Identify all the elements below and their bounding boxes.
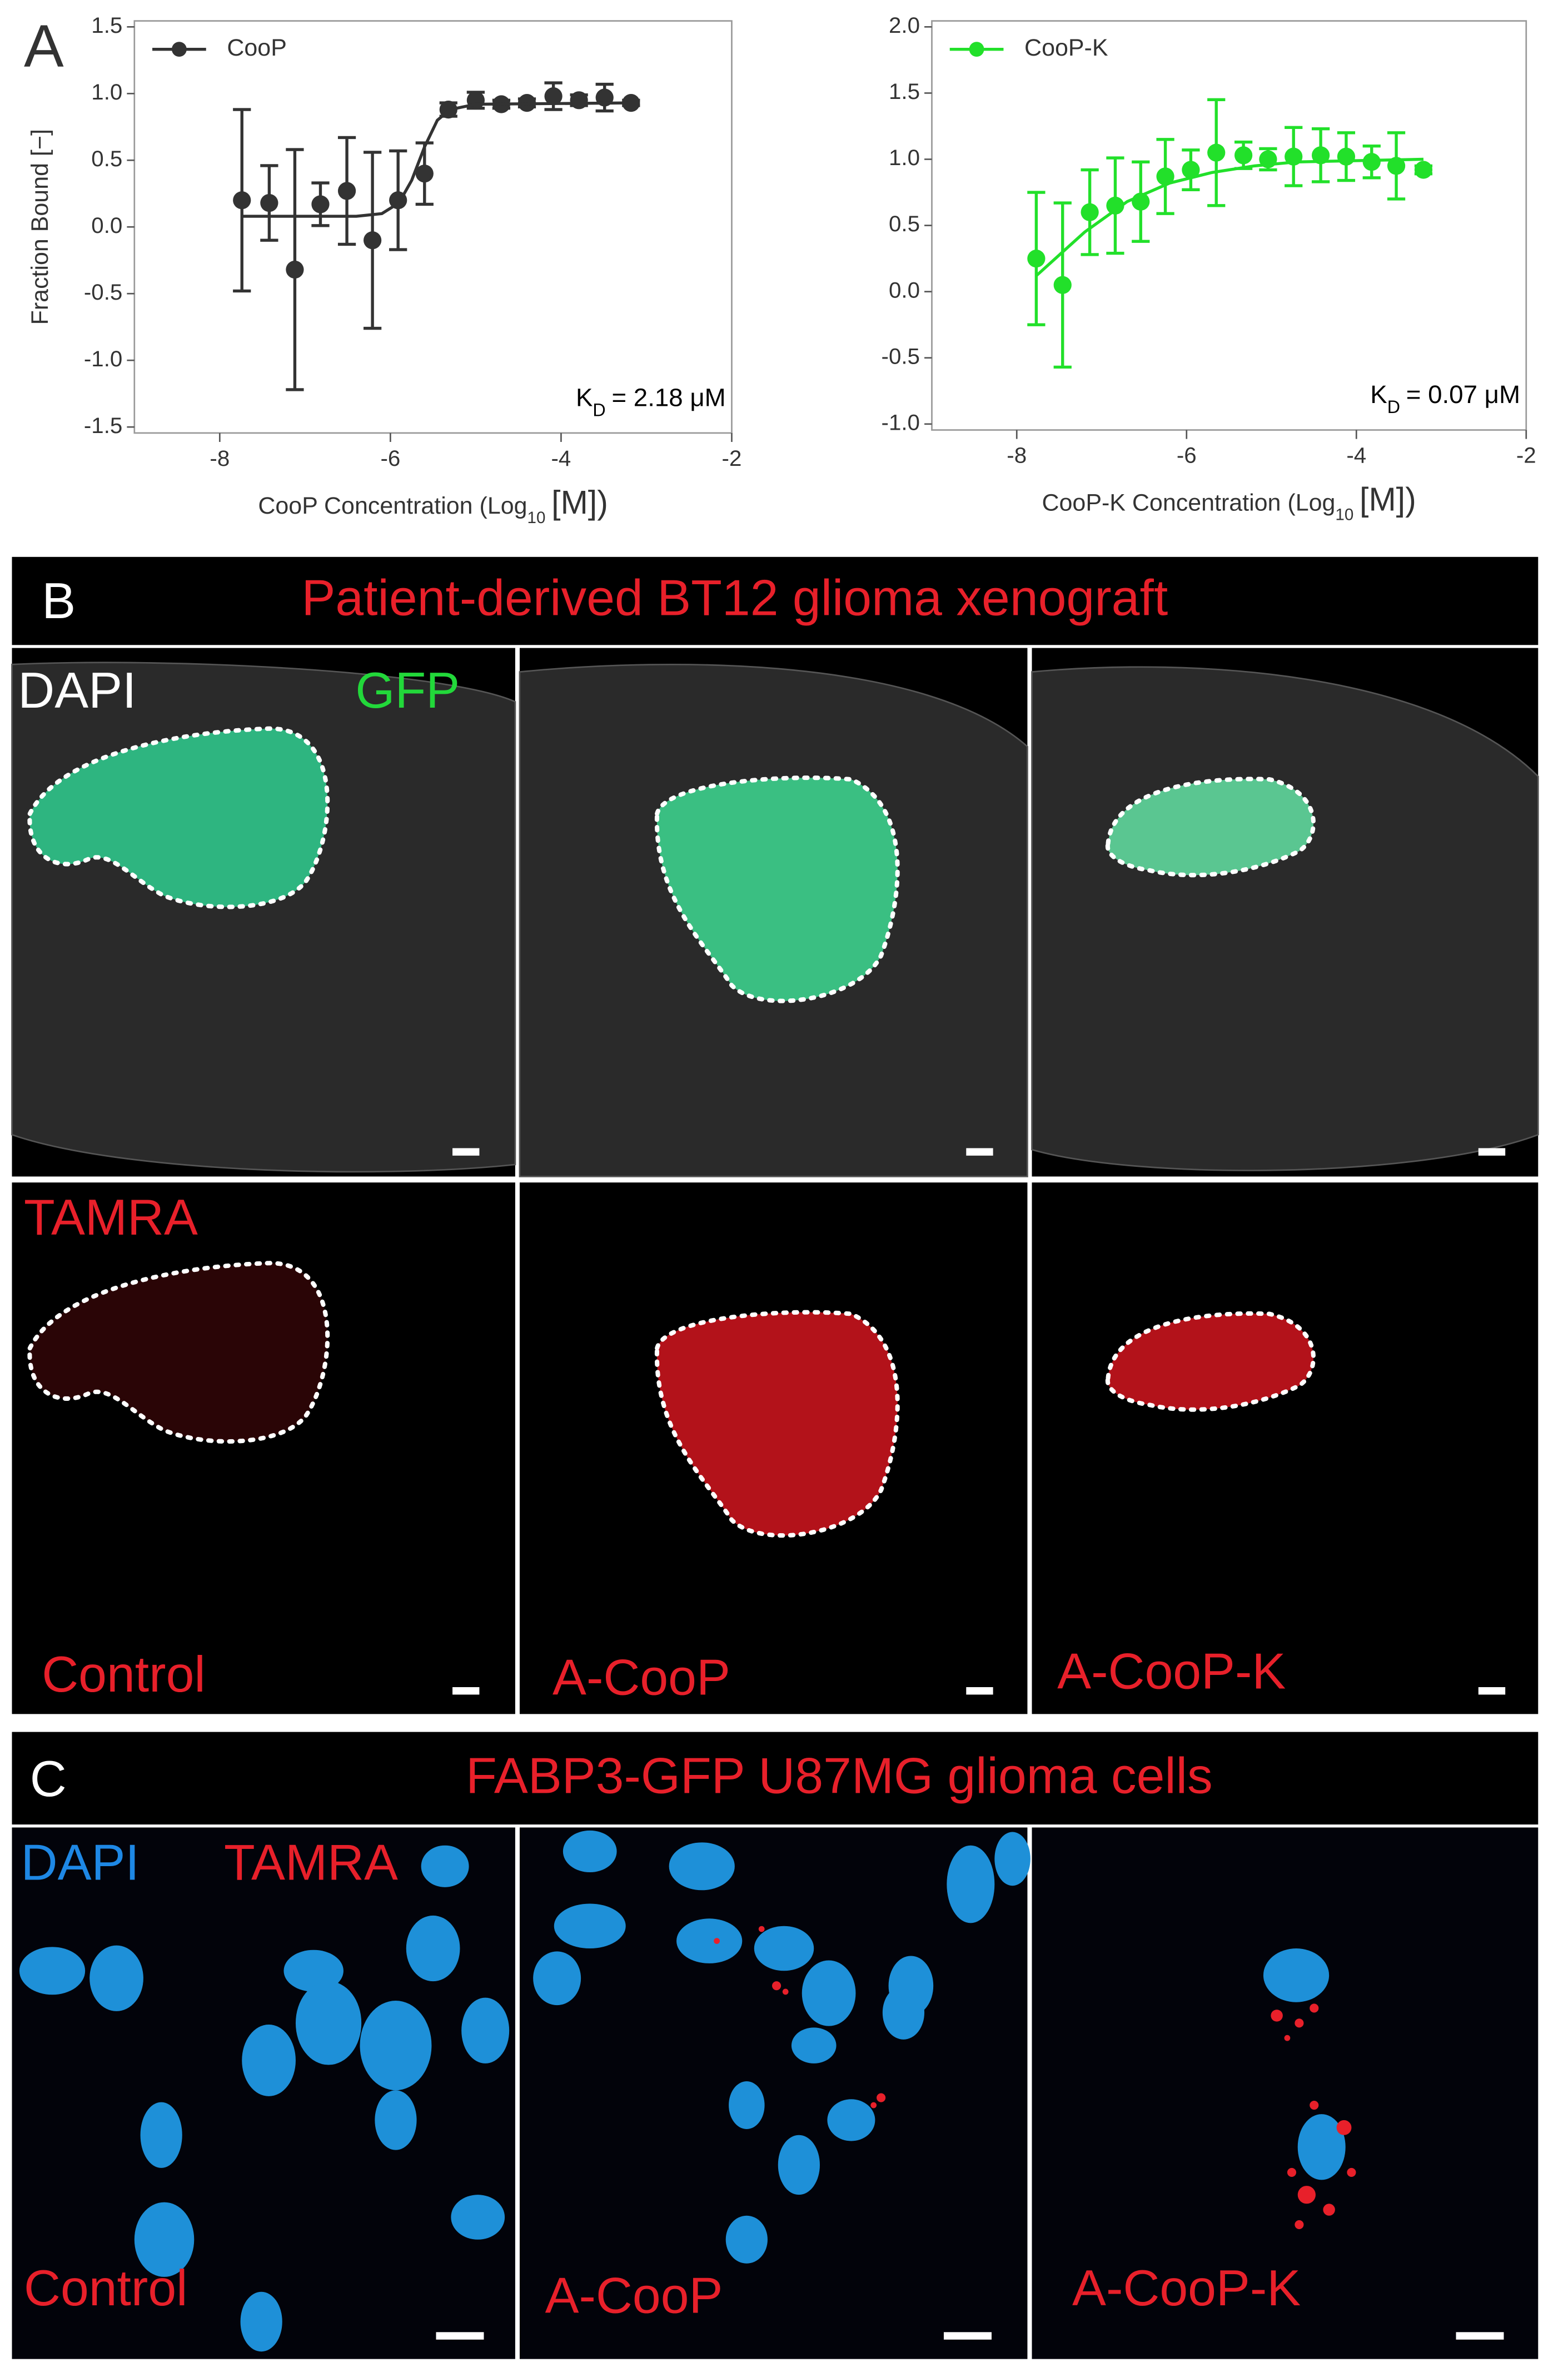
y-tick-label: -1.0 — [84, 346, 122, 371]
panel-label: B — [42, 573, 76, 629]
data-point — [1027, 249, 1046, 268]
y-tick-label: -0.5 — [882, 344, 920, 369]
fit-line — [242, 101, 631, 218]
data-point — [1207, 143, 1226, 162]
kd-subscript: D — [1387, 397, 1400, 417]
kd-subscript: D — [593, 400, 605, 420]
x-label-unit: [M]) — [551, 484, 608, 521]
panel-label: A — [24, 13, 64, 79]
x-tick-label: -8 — [1007, 443, 1027, 468]
y-tick-label: 0.5 — [889, 211, 920, 236]
x-tick-label: -2 — [1516, 443, 1536, 468]
data-point — [1106, 196, 1124, 215]
data-point — [622, 93, 640, 112]
kd-symbol: K — [1370, 380, 1387, 409]
panel-label: C — [30, 1751, 67, 1807]
data-point — [1337, 147, 1356, 166]
data-point — [1311, 146, 1330, 165]
legend-label: CooP-K — [1024, 34, 1108, 61]
kd-text: = 2.18 μM — [611, 384, 725, 412]
stain-label: GFP — [355, 662, 460, 719]
x-label-unit: [M]) — [1360, 481, 1416, 518]
x-tick-label: -8 — [210, 446, 230, 471]
y-tick-label: -1.5 — [84, 413, 122, 438]
stain-label: TAMRA — [224, 1834, 398, 1891]
x-label-subscript: 10 — [527, 508, 546, 526]
y-tick-label: -1.0 — [882, 410, 920, 435]
condition-label: A-CooP — [552, 1649, 730, 1705]
condition-label: A-CooP-K — [1072, 2260, 1301, 2316]
fit-line — [1035, 157, 1423, 277]
stain-label: DAPI — [21, 1834, 140, 1891]
y-tick-label: 0.0 — [91, 213, 122, 238]
brain-images — [11, 648, 1539, 1714]
y-tick-label: 1.0 — [91, 79, 122, 105]
data-point — [1053, 276, 1072, 294]
kd-symbol: K — [576, 384, 593, 412]
data-point — [286, 260, 304, 279]
y-tick-label: -0.5 — [84, 280, 122, 305]
kd-annotation: KD = 2.18 μM — [576, 384, 726, 420]
data-point — [1182, 161, 1200, 179]
y-tick-label: 0.0 — [889, 277, 920, 302]
kd-text: = 0.07 μM — [1406, 380, 1520, 409]
data-point — [364, 231, 382, 250]
condition-label: A-CooP — [545, 2267, 723, 2324]
cell-images — [12, 1827, 1539, 2359]
x-tick-label: -2 — [722, 446, 742, 471]
y-tick-label: 2.0 — [889, 13, 920, 38]
data-point — [311, 195, 330, 213]
kd-annotation: KD = 0.07 μM — [1370, 380, 1520, 417]
x-label-text: CooP-K Concentration (Log — [1042, 490, 1335, 516]
data-point — [1156, 167, 1174, 186]
x-tick-label: -4 — [551, 446, 571, 471]
data-point — [415, 165, 434, 183]
data-point — [233, 191, 251, 210]
x-label-text: CooP Concentration (Log — [258, 493, 527, 519]
panel-title: FABP3-GFP U87MG glioma cells — [466, 1748, 1213, 1804]
panel-header — [12, 1732, 1539, 1825]
data-point — [1234, 146, 1253, 165]
data-point — [260, 193, 278, 212]
panel-header — [12, 556, 1539, 645]
y-tick-label: 0.5 — [91, 146, 122, 171]
x-tick-label: -4 — [1346, 443, 1366, 468]
x-label-subscript: 10 — [1335, 505, 1353, 524]
legend-marker — [171, 42, 187, 57]
condition-label: A-CooP-K — [1057, 1643, 1286, 1700]
y-axis-label: Fraction Bound [−] — [27, 129, 53, 325]
data-point — [1081, 203, 1099, 221]
stain-label: TAMRA — [24, 1189, 198, 1246]
condition-label: Control — [42, 1646, 205, 1703]
data-point — [1362, 153, 1381, 171]
data-point — [544, 87, 563, 106]
x-axis-label: CooP-K Concentration (Log10 [M]) — [1042, 481, 1416, 524]
y-tick-label: 1.5 — [91, 13, 122, 38]
panel-title: Patient-derived BT12 glioma xenograft — [301, 570, 1168, 626]
data-point — [570, 91, 588, 110]
stain-label: DAPI — [18, 662, 136, 719]
y-tick-label: 1.0 — [889, 145, 920, 170]
x-tick-label: -6 — [1177, 443, 1197, 468]
x-axis-label: CooP Concentration (Log10 [M]) — [258, 484, 608, 526]
data-point — [1414, 161, 1433, 179]
condition-label: Control — [24, 2260, 187, 2316]
x-tick-label: -6 — [380, 446, 400, 471]
data-point — [337, 182, 356, 200]
legend-label: CooP — [227, 34, 287, 61]
y-tick-label: 1.5 — [889, 79, 920, 104]
legend-marker — [969, 42, 984, 57]
